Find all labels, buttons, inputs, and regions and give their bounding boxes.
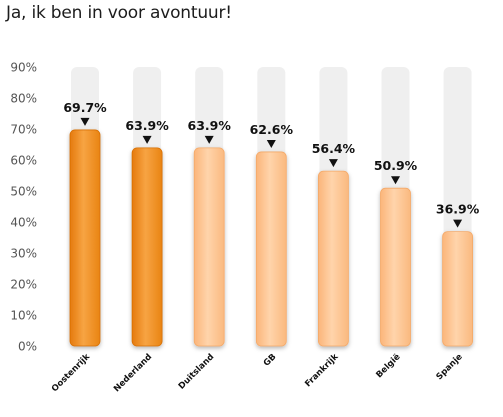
y-tick-label: 0% (18, 340, 37, 354)
x-tick-label: Spanje (435, 352, 465, 382)
down-arrow-icon (204, 135, 214, 144)
bar-spanje (442, 231, 474, 347)
down-arrow-icon (266, 139, 276, 148)
y-tick-label: 30% (10, 247, 37, 261)
bar-group (69, 129, 474, 347)
x-tick-label: België (374, 352, 402, 380)
x-tick-label: Frankrijk (303, 352, 340, 389)
data-label: 63.9% (125, 118, 169, 133)
bar-gb (255, 151, 287, 347)
y-axis: 0% 10% 20% 30% 40% 50% 60% 70% 80% 90% (10, 61, 37, 354)
x-tick-label: GB (262, 352, 279, 369)
data-label-group: 69.7% 63.9% 63.9% 62.6% 56.4% 50.9% 36.9% (63, 100, 480, 228)
y-tick-label: 70% (10, 123, 37, 137)
y-tick-label: 80% (10, 92, 37, 106)
bar-nederland (131, 147, 163, 347)
down-arrow-icon (328, 159, 338, 168)
data-label: 36.9% (436, 202, 480, 217)
y-tick-label: 50% (10, 185, 37, 199)
bar-belgië (380, 187, 411, 347)
bar-duitsland (193, 147, 225, 347)
down-arrow-icon (80, 117, 90, 126)
data-label: 63.9% (188, 118, 232, 133)
down-arrow-icon (453, 219, 463, 228)
x-tick-label: Duitsland (177, 352, 217, 392)
data-label: 62.6% (250, 122, 294, 137)
y-tick-label: 60% (10, 154, 37, 168)
x-tick-label: Oostenrijk (50, 352, 92, 394)
y-tick-label: 20% (10, 278, 37, 292)
y-tick-label: 90% (10, 61, 37, 75)
data-label: 50.9% (374, 158, 418, 173)
down-arrow-icon (391, 176, 400, 185)
bar-frankrijk (317, 170, 349, 347)
data-label: 69.7% (63, 100, 107, 115)
y-tick-label: 10% (10, 309, 37, 323)
bar-oostenrijk (69, 129, 101, 347)
chart-title: Ja, ik ben in voor avontuur! (6, 3, 232, 23)
data-label: 56.4% (312, 141, 356, 156)
x-tick-label: Nederland (112, 352, 154, 394)
y-tick-label: 40% (10, 216, 37, 230)
x-axis: Oostenrijk Nederland Duitsland GB Frankrijk B… (50, 352, 465, 394)
down-arrow-icon (142, 135, 152, 144)
